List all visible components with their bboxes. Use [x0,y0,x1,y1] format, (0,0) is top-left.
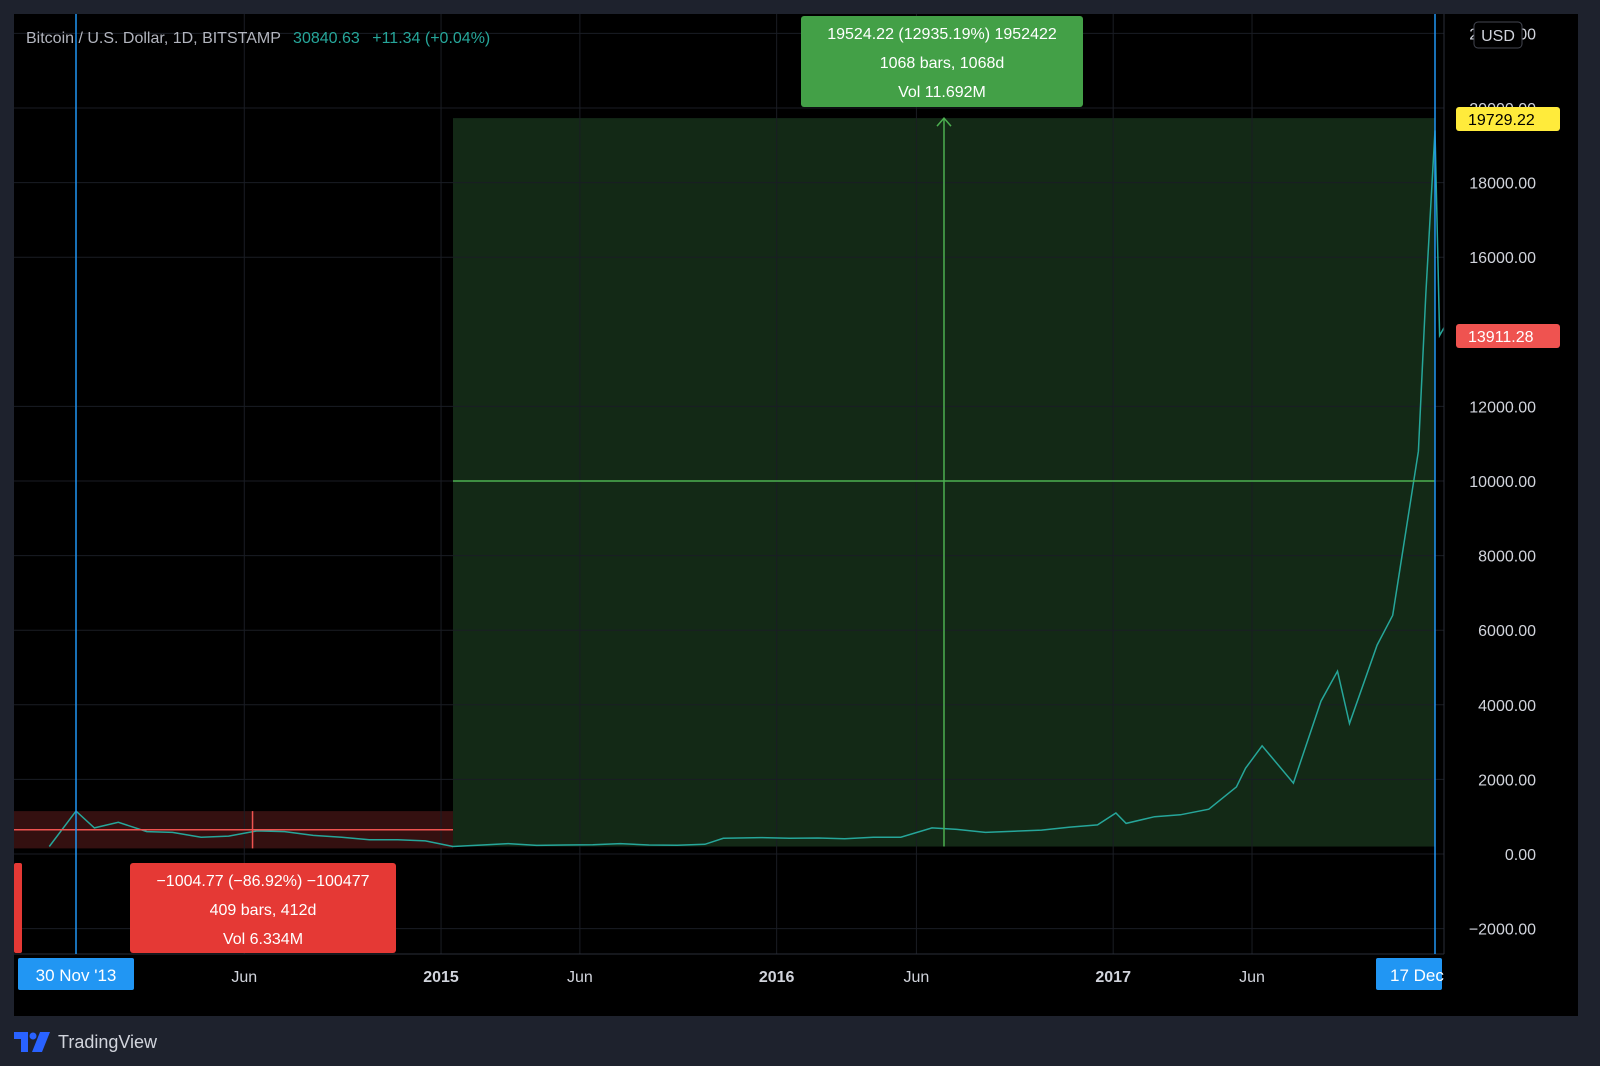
measure-down-line1: −1004.77 (−86.92%) −100477 [156,873,369,890]
time-tick-label: 2016 [759,969,795,986]
symbol-title: Bitcoin / U.S. Dollar, 1D, BITSTAMP [26,30,281,47]
time-tick-label: Jun [231,969,257,986]
price-tick-label: 4000.00 [1478,698,1536,715]
measure-down-line3: Vol 6.334M [223,931,303,948]
time-tick-label: Jun [567,969,593,986]
currency-button[interactable]: USD [1473,21,1523,49]
tradingview-logo-icon [14,1032,50,1052]
measure-up-box[interactable]: 19524.22 (12935.19%) 1952422 1068 bars, … [801,16,1083,107]
tradingview-brand-text: TradingView [58,1031,158,1052]
measure-down-edge-tab [14,863,22,953]
price-axis-panel[interactable] [1444,14,1578,954]
time-tick-label: 2015 [423,969,459,986]
time-tick-label: Jun [1239,969,1265,986]
current-price-text: 13911.28 [1468,329,1534,346]
measure-up-line3: Vol 11.692M [898,84,986,101]
price-tick-label: 2000.00 [1478,772,1536,789]
start-date-label: 30 Nov '13 [18,958,134,990]
high-price-label: 19729.22 [1456,107,1560,131]
chart-canvas[interactable]: 22000.0020000.0018000.0016000.0012000.00… [14,14,1578,1016]
price-tick-label: 18000.00 [1469,176,1536,193]
measure-down-box[interactable]: −1004.77 (−86.92%) −100477 409 bars, 412… [130,863,396,953]
measure-up-line1: 19524.22 (12935.19%) 1952422 [827,26,1057,43]
high-price-text: 19729.22 [1468,112,1535,129]
price-series-line [48,130,1447,848]
price-tick-label: 16000.00 [1469,250,1536,267]
last-price: 30840.63 [293,30,360,47]
time-tick-label: 2017 [1095,969,1131,986]
measure-down-line2: 409 bars, 412d [210,902,317,919]
time-tick-label: Jun [904,969,930,986]
price-change: +11.34 (+0.04%) [372,30,491,47]
measure-up-line2: 1068 bars, 1068d [880,55,1005,72]
price-tick-label: 6000.00 [1478,623,1536,640]
price-tick-label: 12000.00 [1469,399,1536,416]
price-tick-label: 8000.00 [1478,549,1536,566]
end-date-text: 17 Dec [1390,966,1444,985]
price-tick-label: 10000.00 [1469,474,1536,491]
price-tick-label: −2000.00 [1469,922,1536,939]
symbol-header[interactable]: Bitcoin / U.S. Dollar, 1D, BITSTAMP 3084… [26,30,490,48]
end-date-label: 17 Dec [1376,958,1444,990]
price-tick-label: 0.00 [1505,847,1536,864]
chart-frame[interactable]: 22000.0020000.0018000.0016000.0012000.00… [14,14,1578,1016]
footer: TradingView [14,1028,157,1056]
measure-up-arrow-icon [936,116,952,127]
start-date-text: 30 Nov '13 [36,966,117,985]
current-price-label: 13911.28 [1456,324,1560,348]
currency-label: USD [1481,28,1515,45]
